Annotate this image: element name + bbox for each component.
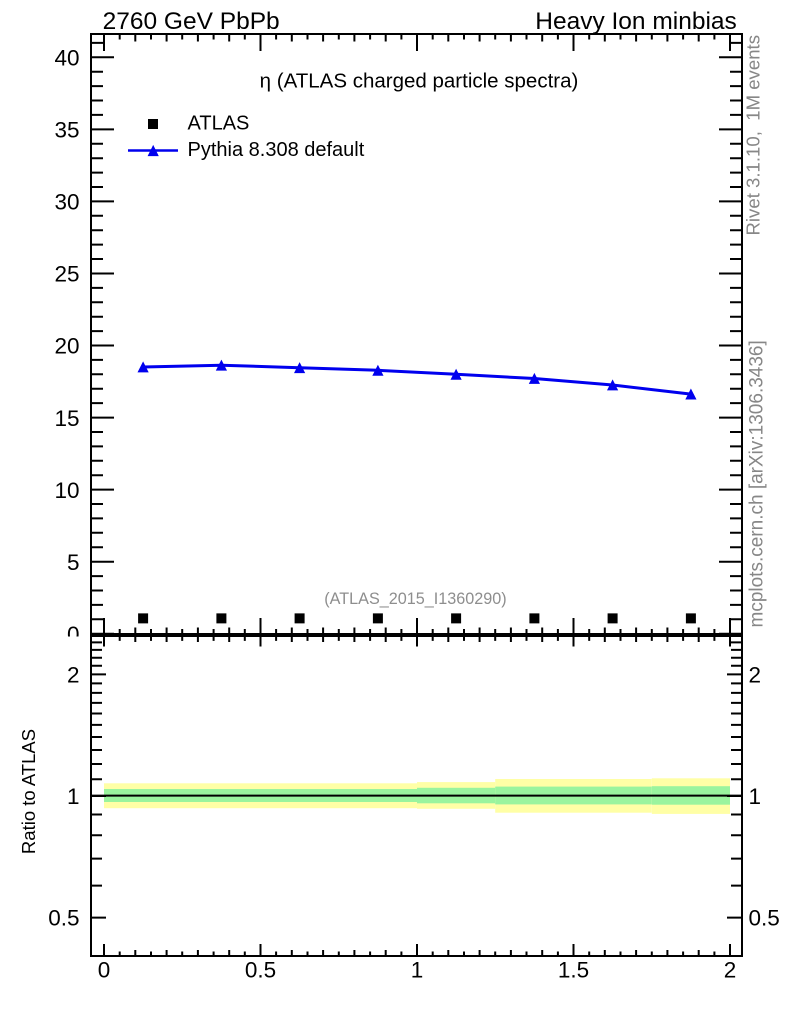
svg-text:1: 1	[411, 958, 424, 983]
svg-text:1: 1	[749, 784, 762, 809]
svg-text:1: 1	[67, 784, 80, 809]
svg-text:Rivet 3.1.10, 1M events: Rivet 3.1.10, 1M events	[743, 35, 764, 236]
svg-text:η (ATLAS charged particle spec: η (ATLAS charged particle spectra)	[260, 70, 579, 93]
svg-text:Heavy Ion minbias: Heavy Ion minbias	[535, 8, 737, 35]
svg-text:mcplots.cern.ch [arXiv:1306.34: mcplots.cern.ch [arXiv:1306.3436]	[747, 340, 768, 627]
svg-text:0.5: 0.5	[48, 906, 79, 931]
svg-text:0: 0	[98, 958, 111, 983]
svg-text:30: 30	[54, 190, 79, 215]
svg-text:35: 35	[54, 118, 79, 143]
svg-text:15: 15	[54, 406, 79, 431]
svg-text:0.5: 0.5	[245, 958, 276, 983]
svg-text:2: 2	[67, 663, 80, 688]
svg-text:Ratio to ATLAS: Ratio to ATLAS	[18, 729, 39, 854]
svg-text:2: 2	[724, 958, 737, 983]
svg-text:ATLAS: ATLAS	[188, 113, 250, 135]
svg-text:(ATLAS_2015_I1360290): (ATLAS_2015_I1360290)	[324, 590, 506, 608]
svg-text:2: 2	[749, 663, 762, 688]
svg-text:40: 40	[54, 46, 79, 71]
svg-text:0.5: 0.5	[749, 906, 780, 931]
svg-text:Pythia 8.308 default: Pythia 8.308 default	[188, 139, 365, 161]
svg-text:20: 20	[54, 334, 79, 359]
svg-text:1.5: 1.5	[558, 958, 589, 983]
svg-text:25: 25	[54, 262, 79, 287]
svg-text:10: 10	[54, 478, 79, 503]
svg-text:5: 5	[67, 550, 80, 575]
svg-text:2760 GeV PbPb: 2760 GeV PbPb	[103, 8, 280, 35]
